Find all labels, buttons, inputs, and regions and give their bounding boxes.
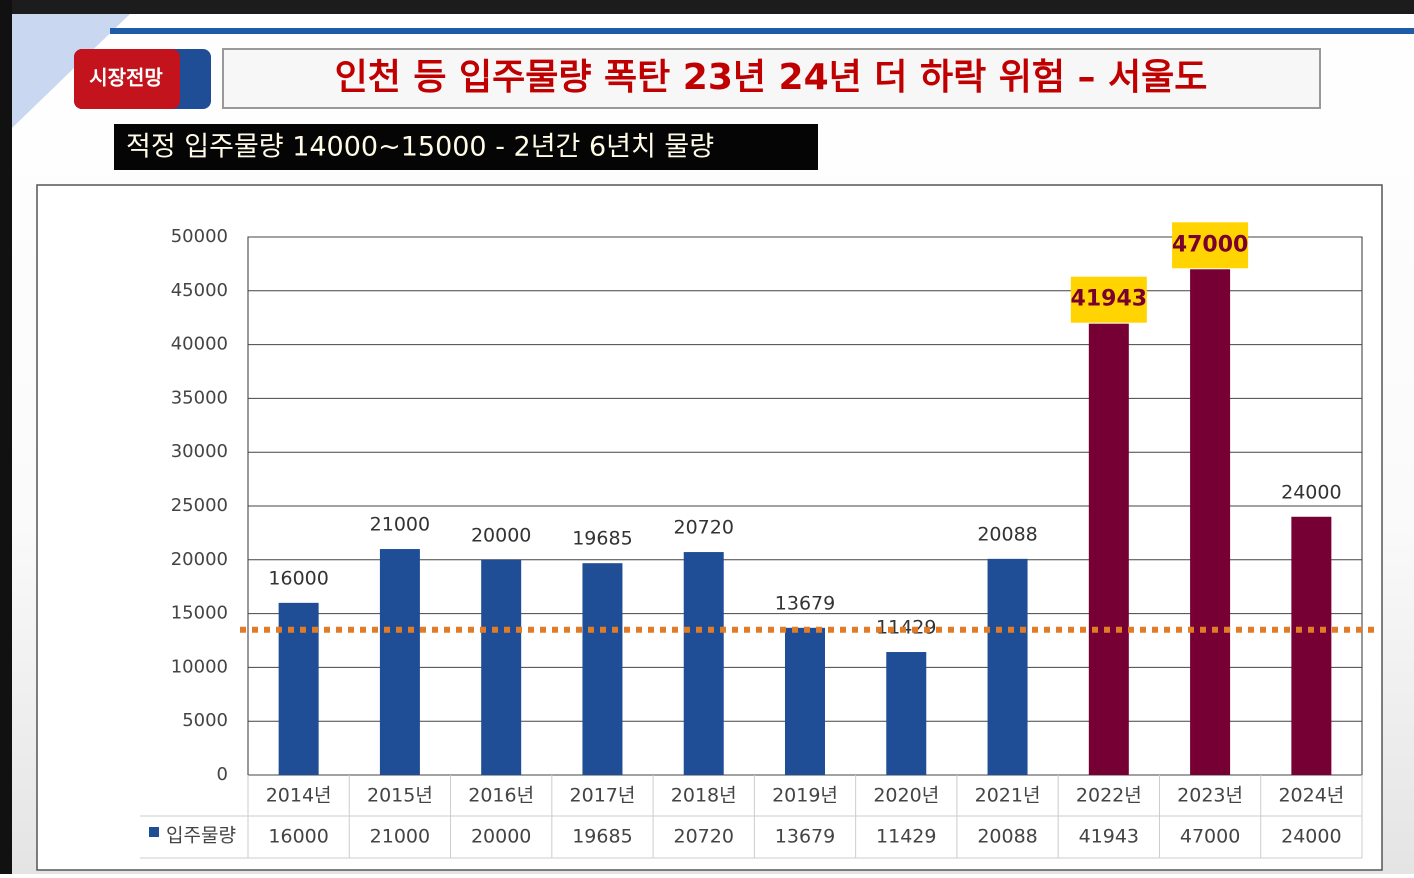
x-tick-label: 2018년 (671, 785, 737, 807)
x-tick-label: 2023년 (1177, 785, 1243, 807)
bar (481, 559, 522, 775)
x-tick-label: 2020년 (873, 785, 939, 807)
table-value: 24000 (1281, 826, 1341, 848)
title: 인천 등 입주물량 폭탄 23년 24년 더 하락 위험 – 서울도 (335, 57, 1208, 98)
y-tick-label: 20000 (171, 549, 228, 570)
value-label: 19685 (572, 528, 632, 550)
value-label: 21000 (370, 514, 430, 536)
value-label: 24000 (1281, 481, 1341, 503)
y-tick-label: 15000 (171, 603, 228, 624)
bar (683, 552, 724, 775)
table-value: 41943 (1079, 826, 1139, 848)
title-box (222, 48, 1321, 109)
table-value: 13679 (775, 826, 835, 848)
x-tick-label: 2016년 (468, 785, 534, 807)
y-tick-label: 10000 (171, 656, 228, 677)
table-value: 16000 (268, 826, 328, 848)
corner-decoration (12, 14, 130, 128)
y-tick-label: 5000 (182, 710, 228, 731)
bar (582, 563, 623, 775)
badge-text: 시장전망 (89, 66, 163, 90)
x-tick-label: 2024년 (1278, 785, 1344, 807)
bar (1190, 269, 1231, 775)
subtitle: 적정 입주물량 14000~15000 - 2년간 6년치 물량 (126, 132, 714, 163)
x-tick-label: 2015년 (367, 785, 433, 807)
x-tick-label: 2019년 (772, 785, 838, 807)
table-value: 47000 (1180, 826, 1240, 848)
x-tick-label: 2022년 (1076, 785, 1142, 807)
y-tick-label: 30000 (171, 441, 228, 462)
bar (379, 549, 420, 775)
value-label: 20000 (471, 524, 531, 546)
value-label: 20088 (977, 523, 1037, 545)
y-tick-label: 45000 (171, 280, 228, 301)
bar (1088, 323, 1129, 775)
value-label: 16000 (268, 567, 328, 589)
subtitle-box (114, 124, 818, 170)
bar (987, 558, 1028, 775)
value-label-highlight (1172, 222, 1249, 269)
y-tick-label: 35000 (171, 387, 228, 408)
table-value: 20000 (471, 826, 531, 848)
value-label: 47000 (1172, 232, 1249, 257)
y-tick-label: 25000 (171, 495, 228, 516)
x-tick-label: 2021년 (975, 785, 1041, 807)
value-label: 13679 (775, 592, 835, 614)
legend-label: 입주물량 (166, 825, 236, 847)
value-label: 41943 (1071, 287, 1148, 312)
bar (886, 652, 927, 775)
table-value: 20088 (977, 826, 1037, 848)
x-tick-label: 2017년 (570, 785, 636, 807)
table-value: 21000 (370, 826, 430, 848)
bar (1291, 516, 1332, 775)
legend-swatch (149, 827, 159, 837)
bar (785, 627, 825, 775)
header-rule (110, 28, 1414, 34)
top-bar (0, 0, 1414, 14)
table-value: 11429 (876, 826, 936, 848)
table-value: 19685 (572, 826, 632, 848)
x-tick-label: 2014년 (266, 785, 332, 807)
y-tick-label: 40000 (171, 334, 228, 355)
table-value: 20720 (674, 826, 734, 848)
y-tick-label: 0 (217, 764, 228, 785)
value-label-highlight (1070, 276, 1147, 323)
value-label: 20720 (674, 517, 734, 539)
badge (74, 49, 180, 109)
left-bar (0, 0, 12, 874)
value-label: 11429 (876, 617, 936, 639)
y-tick-label: 50000 (171, 226, 228, 247)
bar (278, 602, 319, 775)
